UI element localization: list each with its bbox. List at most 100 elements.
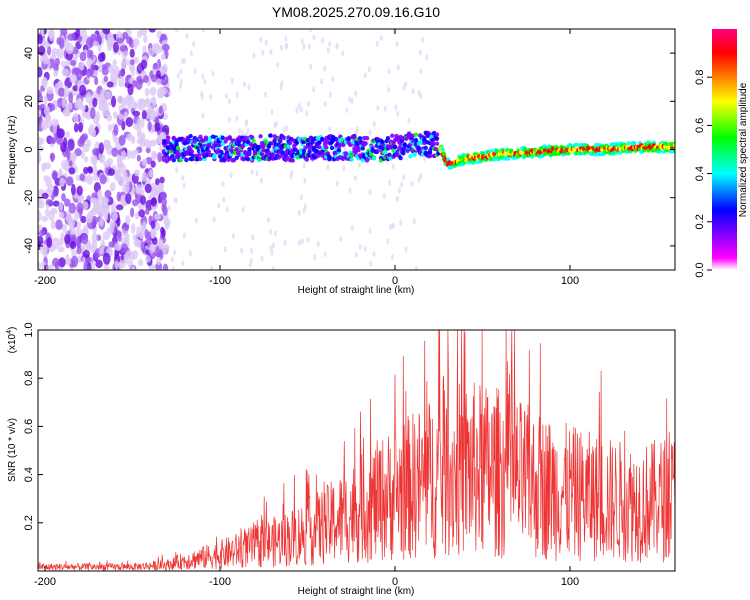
spectrogram-cell	[306, 236, 310, 243]
spectrogram-cell	[259, 177, 263, 184]
snr-x-tick-label: 0	[392, 576, 398, 588]
spectrogram-cell	[46, 236, 53, 248]
spectrogram-cell	[98, 102, 105, 112]
spectrogram-cell	[76, 185, 83, 196]
spectrogram-cell	[317, 140, 322, 145]
spectrogram-cell	[41, 192, 49, 200]
spectrogram-cell	[268, 228, 272, 235]
spectrogram-cell	[259, 152, 265, 157]
spectrogram-cell	[151, 152, 160, 160]
spectrogram-cell	[189, 149, 195, 155]
spectrogram-cell	[306, 101, 310, 108]
spectrogram-cell	[241, 130, 245, 137]
spectrogram-cell	[328, 125, 332, 132]
spectrogram-cell	[302, 162, 306, 169]
spectrogram-cell	[64, 38, 70, 51]
spectrogram-y-tick-label: -40	[23, 238, 35, 254]
spectrogram-cell	[173, 197, 177, 204]
spectrogram-cell	[108, 64, 115, 74]
spectrogram-cell	[139, 229, 145, 240]
spectrogram-cell	[156, 257, 162, 266]
spectrogram-cell	[188, 133, 193, 139]
spectrogram-cell	[412, 218, 416, 225]
spectrogram-cell	[348, 96, 352, 103]
spectrogram-cell	[98, 247, 104, 255]
spectrogram-cell	[350, 97, 354, 104]
snr-series-line	[38, 330, 675, 571]
spectrogram-cell	[395, 40, 399, 47]
snr-panel: -200 -100 0 100 0.2 0.4 0.6 0.8 1.0 Height of s…	[6, 322, 676, 597]
spectrogram-cell	[68, 160, 73, 167]
spectrogram-cell	[38, 109, 41, 118]
spectrogram-cell	[175, 150, 181, 156]
spectrogram-cell	[287, 140, 293, 146]
spectrogram-cell	[138, 209, 146, 218]
spectrogram-cell	[405, 148, 410, 153]
spectrogram-cell	[82, 201, 89, 210]
snr-y-tick-label: 0.8	[23, 371, 35, 386]
spectrogram-cell	[65, 254, 70, 266]
spectrogram-cell	[175, 145, 181, 151]
spectrogram-cell	[131, 80, 137, 88]
spectrogram-cell	[264, 91, 268, 98]
spectrogram-cell	[38, 195, 42, 205]
spectrogram-cell	[386, 238, 390, 245]
spectrogram-cell	[270, 109, 274, 116]
spectrogram-cell	[56, 128, 65, 139]
spectrogram-cell	[155, 70, 161, 78]
spectrogram-cell	[418, 49, 422, 56]
spectrogram-cell	[106, 43, 113, 52]
spectrogram-cell	[97, 44, 102, 52]
colorbar-tick-label: 0.0	[694, 262, 706, 277]
spectrogram-cell	[58, 211, 65, 219]
spectrogram-cell	[77, 196, 83, 204]
spectrogram-cell	[136, 154, 141, 162]
spectrogram-cell	[268, 133, 273, 138]
spectrogram-cell	[140, 195, 147, 205]
spectrogram-cell	[261, 49, 265, 56]
spectrogram-cell	[112, 212, 118, 221]
spectrogram-cell	[119, 45, 128, 52]
spectrogram-cell	[157, 152, 162, 163]
spectrogram-cell	[61, 224, 68, 232]
spectrogram-cell	[61, 96, 67, 109]
spectrogram-cell	[240, 247, 244, 254]
spectrogram-cell	[92, 40, 100, 47]
spectrogram-cell	[107, 168, 115, 176]
spectrogram-cell	[142, 220, 147, 232]
spectrogram-cell	[75, 228, 83, 237]
spectrogram-cell	[227, 98, 231, 105]
spectrogram-cell	[335, 43, 339, 50]
spectrogram-cell	[61, 68, 70, 77]
spectrogram-cell	[363, 72, 367, 79]
spectrogram-cell	[130, 102, 138, 109]
spectrogram-cell	[41, 215, 49, 222]
spectrogram-cell	[250, 135, 255, 140]
spectrogram-cell	[148, 29, 156, 33]
spectrogram-cell	[130, 135, 136, 145]
spectrogram-cell	[150, 96, 156, 104]
spectrogram-cell	[360, 146, 365, 151]
spectrogram-cell	[198, 134, 203, 140]
spectrogram-cell	[313, 254, 317, 261]
spectrogram-cell	[153, 213, 162, 220]
spectrogram-cell	[234, 155, 239, 160]
spectrogram-x-tick-label: -200	[34, 275, 56, 287]
spectrogram-cell	[379, 34, 383, 41]
spectrogram-cell	[427, 150, 433, 156]
snr-x-tick-label: 100	[561, 576, 579, 588]
spectrogram-cell	[329, 91, 333, 98]
spectrogram-cell	[135, 184, 144, 195]
spectrogram-cell	[69, 224, 76, 236]
colorbar-tick-label: 0.8	[694, 70, 706, 85]
spectrogram-cell	[104, 90, 112, 99]
spectrogram-cell	[149, 86, 157, 96]
spectrogram-cell	[538, 150, 543, 155]
spectrogram-cell	[38, 235, 44, 247]
spectrogram-cell	[160, 78, 168, 86]
spectrogram-cell	[117, 95, 124, 104]
spectrogram-cell	[70, 255, 79, 268]
spectrogram-cell	[220, 135, 225, 141]
spectrogram-cell	[149, 139, 158, 147]
spectrogram-cell	[323, 100, 327, 107]
